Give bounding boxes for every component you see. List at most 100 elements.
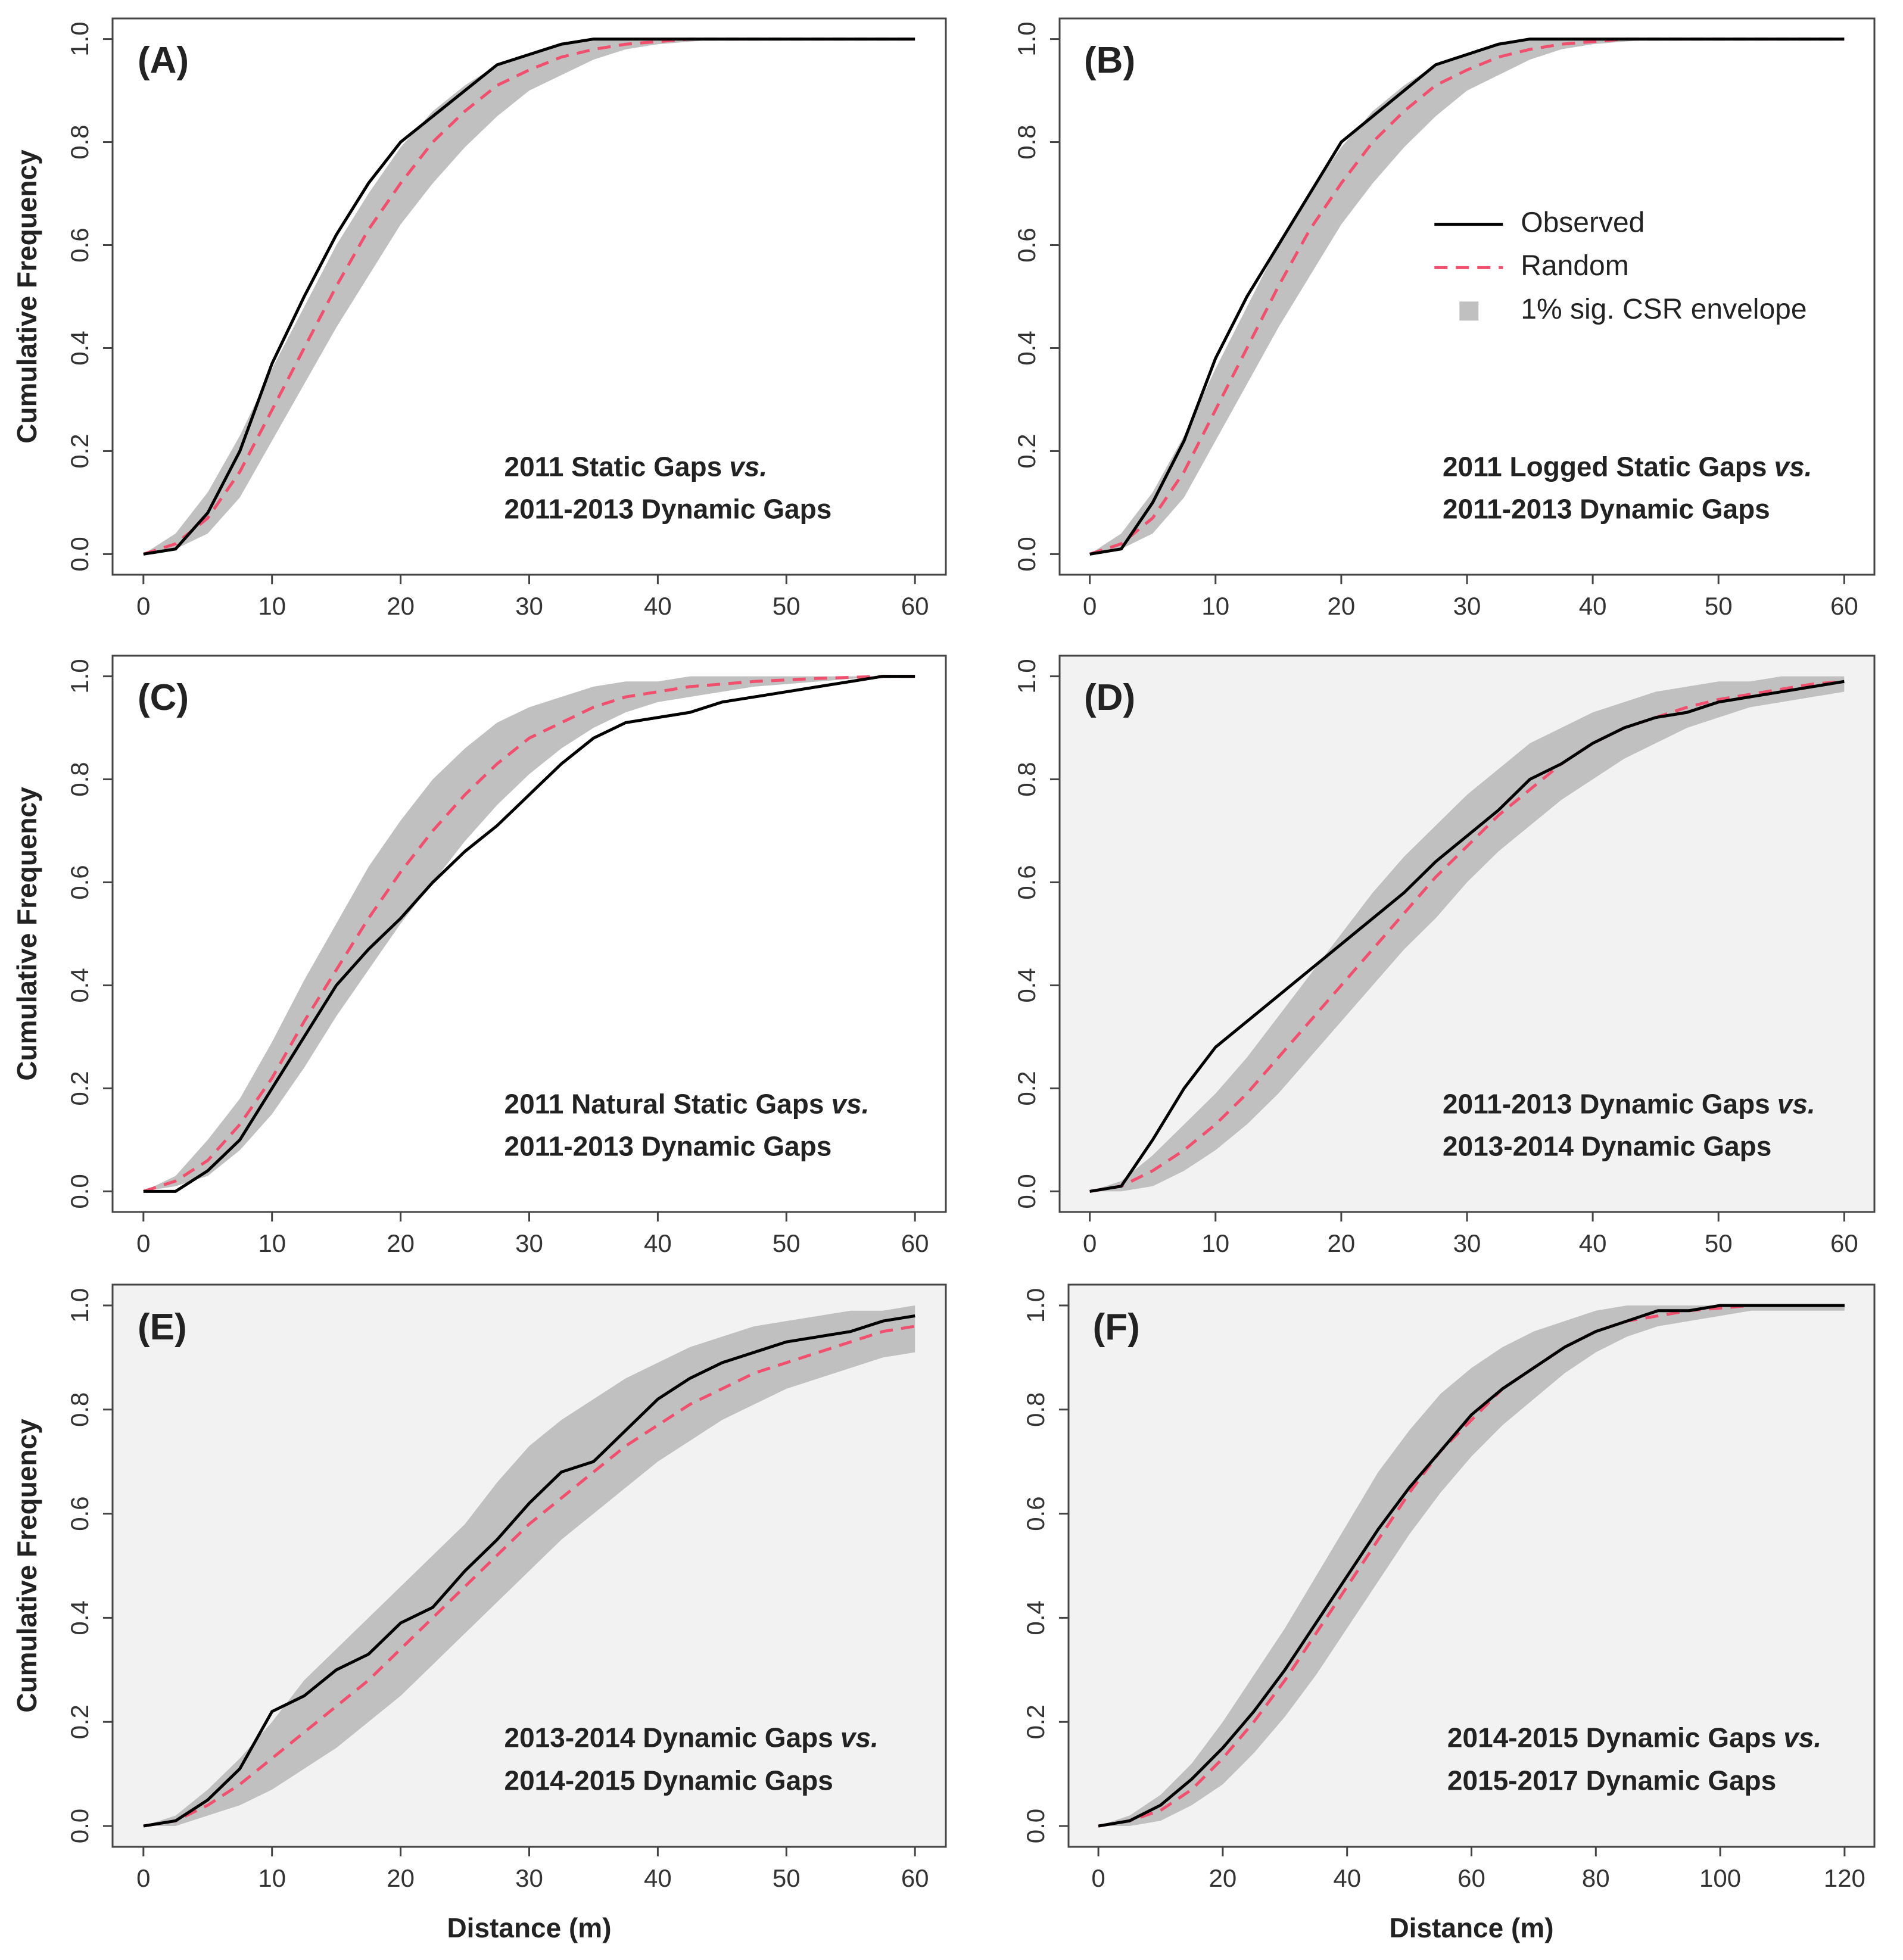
y-tick-label: 0.6 [66,228,94,262]
y-tick-label: 1.0 [66,1288,94,1323]
envelope-band [143,1305,915,1827]
observed-line [1098,1304,1845,1828]
annotation: 2014-2015 Dynamic Gaps vs. [1447,1722,1821,1753]
panel-label: (D) [1084,677,1135,718]
y-tick-label: 0.0 [66,537,94,571]
y-tick-label: 0.4 [66,968,94,1002]
y-tick-label: 0.0 [1013,1174,1041,1208]
observed-line [143,675,915,1193]
annotation-run: vs. [1783,1722,1821,1753]
annotation: 2011-2013 Dynamic Gaps vs. [1443,1089,1815,1120]
x-tick-label: 0 [1083,1229,1097,1257]
x-tick-label: 20 [1328,1229,1356,1257]
x-tick-label: 50 [773,1229,801,1257]
annotation: 2015-2017 Dynamic Gaps [1447,1765,1776,1796]
x-tick-label: 60 [1830,592,1858,620]
x-tick-label: 10 [1201,1229,1229,1257]
x-tick-label: 10 [1201,592,1229,620]
x-tick-label: 10 [258,1229,286,1257]
x-tick-label: 60 [901,1864,929,1892]
y-tick-label: 0.8 [66,762,94,796]
x-tick-label: 60 [901,1229,929,1257]
annotation: 2014-2015 Dynamic Gaps [504,1765,833,1796]
annotation-run: 2011 Static Gaps [504,451,722,482]
annotation-run: 2011 Natural Static Gaps [504,1089,824,1120]
panel-label: (E) [138,1307,187,1348]
x-tick-label: 0 [136,1864,150,1892]
x-tick-label: 40 [644,1229,672,1257]
annotation-run: 2015-2017 Dynamic Gaps [1447,1765,1776,1796]
annotation: 2011-2013 Dynamic Gaps [1443,494,1770,525]
random-line [143,38,915,556]
y-tick-label: 0.4 [66,331,94,365]
y-tick-label: 0.2 [1013,1071,1041,1105]
envelope-band [1089,676,1845,1192]
y-tick-label: 0.6 [66,865,94,899]
panel-label: (F) [1093,1307,1140,1348]
random-line [143,675,915,1193]
x-tick-label: 30 [1453,592,1481,620]
y-tick-label: 0.8 [66,124,94,159]
y-tick-label: 0.0 [1021,1809,1049,1843]
y-tick-label: 1.0 [66,659,94,693]
y-tick-label: 0.8 [1013,124,1041,159]
x-tick-label: 100 [1699,1864,1741,1892]
x-tick-label: 60 [901,592,929,620]
annotation: 2011 Logged Static Gaps vs. [1443,451,1812,482]
x-tick-label: 10 [258,592,286,620]
annotation: 2013-2014 Dynamic Gaps vs. [504,1722,879,1753]
x-axis-title: Distance (m) [447,1912,611,1943]
x-axis-title: Distance (m) [1389,1912,1553,1943]
y-tick-label: 0.6 [1013,865,1041,899]
y-tick-label: 0.4 [1013,968,1041,1002]
annotation-run: 2011-2013 Dynamic Gaps [1443,1089,1770,1120]
panel-label: (C) [138,677,189,718]
y-tick-label: 1.0 [1021,1288,1049,1323]
x-tick-label: 20 [1209,1864,1237,1892]
envelope-band [1089,39,1845,554]
y-tick-label: 1.0 [1013,21,1041,56]
x-tick-label: 50 [1705,1229,1733,1257]
observed-line [1089,38,1845,556]
annotation: 2011 Static Gaps vs. [504,451,768,482]
plot-background [1060,18,1874,575]
x-tick-label: 30 [515,1864,543,1892]
legend-label: Observed [1521,207,1645,238]
x-tick-label: 40 [644,592,672,620]
random-line [1098,1304,1845,1828]
y-tick-label: 0.6 [1021,1496,1049,1531]
x-tick-label: 120 [1824,1864,1865,1892]
annotation-run: 2011-2013 Dynamic Gaps [504,1131,832,1162]
y-tick-label: 0.0 [66,1809,94,1843]
x-tick-label: 50 [1705,592,1733,620]
y-tick-label: 0.4 [66,1600,94,1635]
y-tick-label: 0.6 [66,1496,94,1531]
x-tick-label: 0 [1083,592,1097,620]
x-tick-label: 40 [1579,592,1607,620]
y-tick-label: 0.2 [1021,1705,1049,1739]
annotation-run: vs. [831,1089,869,1120]
x-tick-label: 30 [515,592,543,620]
legend-label: 1% sig. CSR envelope [1521,294,1807,325]
random-line [1089,680,1845,1193]
x-tick-label: 20 [387,1864,415,1892]
annotation: 2013-2014 Dynamic Gaps [1443,1131,1771,1162]
y-tick-label: 0.2 [66,1705,94,1739]
annotation: 2011 Natural Static Gaps vs. [504,1089,870,1120]
y-axis-title: Cumulative Frequency [11,1419,42,1713]
annotation-run: 2011 Logged Static Gaps [1443,451,1767,482]
y-tick-label: 0.0 [1013,537,1041,571]
panel-label: (B) [1084,40,1135,81]
x-tick-label: 20 [387,1229,415,1257]
annotation-run: 2013-2014 Dynamic Gaps [504,1722,833,1753]
panel-label: (A) [138,40,189,81]
annotation-run: vs. [1774,451,1812,482]
y-tick-label: 0.0 [66,1174,94,1208]
x-tick-label: 20 [387,592,415,620]
y-tick-label: 0.4 [1021,1600,1049,1635]
y-tick-label: 0.2 [66,434,94,468]
y-tick-label: 0.6 [1013,228,1041,262]
y-tick-label: 1.0 [1013,659,1041,693]
annotation-run: 2013-2014 Dynamic Gaps [1443,1131,1771,1162]
